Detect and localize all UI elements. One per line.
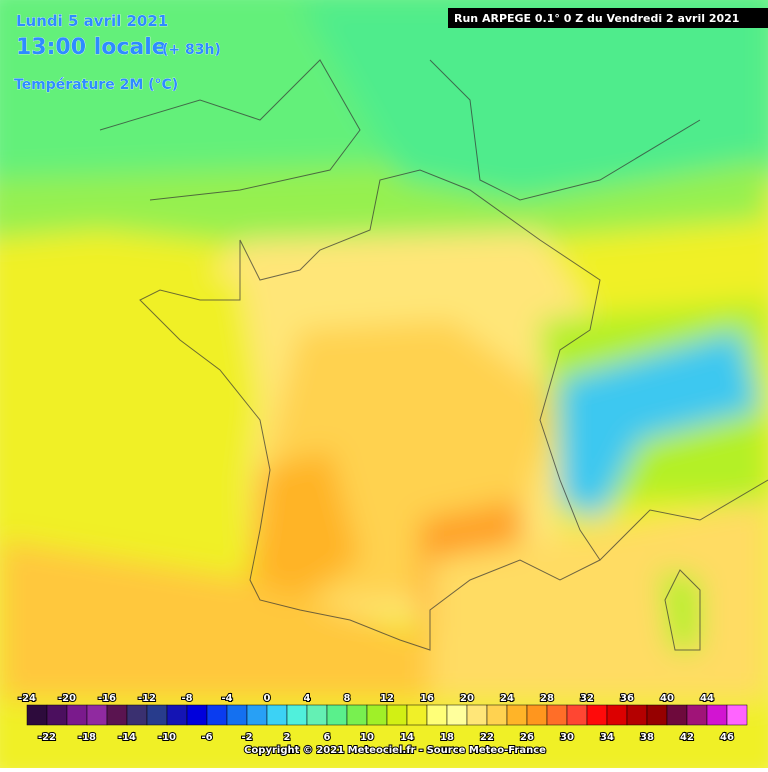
- legend-label: 28: [540, 693, 554, 704]
- legend-swatch: [706, 704, 728, 726]
- legend-label: 24: [500, 693, 514, 704]
- legend-swatch: [666, 704, 688, 726]
- legend-swatch: [446, 704, 468, 726]
- legend-swatch: [586, 704, 608, 726]
- legend-swatch: [606, 704, 628, 726]
- forecast-time: 13:00 locale: [16, 35, 167, 60]
- borders: [99, 59, 768, 651]
- copyright: Copyright © 2021 Meteociel.fr - Source M…: [244, 745, 546, 756]
- legend-swatch: [386, 704, 408, 726]
- legend-label: 4: [304, 693, 311, 704]
- legend-swatch: [486, 704, 508, 726]
- legend-label: 34: [600, 732, 614, 743]
- legend-label: 10: [360, 732, 374, 743]
- legend-swatch: [526, 704, 548, 726]
- legend-label: 30: [560, 732, 574, 743]
- legend-swatch: [626, 704, 648, 726]
- run-info: Run ARPEGE 0.1° 0 Z du Vendredi 2 avril …: [454, 12, 739, 25]
- legend-label: 20: [460, 693, 474, 704]
- legend-swatch: [686, 704, 708, 726]
- legend-label: -24: [18, 693, 36, 704]
- color-legend: -24 -20 -16 -12 -8 -4 0 4 8 12 16 20 24 28 32 36 40 44-22…: [17, 692, 748, 744]
- legend-swatch: [226, 704, 248, 726]
- legend-label: 46: [720, 732, 734, 743]
- legend-swatch: [266, 704, 288, 726]
- legend-label: 44: [700, 693, 714, 704]
- legend-swatch: [546, 704, 568, 726]
- legend-label: 40: [660, 693, 674, 704]
- legend-label: -20: [58, 693, 76, 704]
- legend-swatch: [286, 704, 308, 726]
- legend-swatch: [206, 704, 228, 726]
- legend-swatch: [466, 704, 488, 726]
- legend-label: -16: [98, 693, 116, 704]
- legend-swatch: [66, 704, 88, 726]
- legend-swatch: [26, 704, 48, 726]
- legend-swatch: [426, 704, 448, 726]
- legend-swatch: [306, 704, 328, 726]
- legend-swatch: [506, 704, 528, 726]
- legend-swatch: [246, 704, 268, 726]
- legend-swatch: [646, 704, 668, 726]
- legend-swatch: [166, 704, 188, 726]
- forecast-offset: (+ 83h): [162, 42, 221, 58]
- legend-swatch: [186, 704, 208, 726]
- legend-label: -22: [38, 732, 56, 743]
- forecast-date: Lundi 5 avril 2021: [16, 12, 168, 30]
- legend-swatch: [146, 704, 168, 726]
- legend-label: 42: [680, 732, 694, 743]
- legend-swatch: [726, 704, 748, 726]
- legend-swatch: [126, 704, 148, 726]
- legend-swatch: [406, 704, 428, 726]
- legend-label: 12: [380, 693, 394, 704]
- legend-label: 26: [520, 732, 534, 743]
- legend-label: -12: [138, 693, 156, 704]
- legend-swatch: [366, 704, 388, 726]
- legend-label: 16: [420, 693, 434, 704]
- legend-swatch: [86, 704, 108, 726]
- variable-title: Température 2M (°C): [14, 77, 178, 93]
- legend-label: 22: [480, 732, 494, 743]
- legend-label: -14: [118, 732, 136, 743]
- legend-swatch: [106, 704, 128, 726]
- legend-label: 32: [580, 693, 594, 704]
- legend-swatch: [346, 704, 368, 726]
- legend-label: -8: [181, 693, 192, 704]
- run-box: [448, 8, 768, 28]
- legend-swatch: [566, 704, 588, 726]
- legend-label: -4: [221, 693, 232, 704]
- legend-label: 8: [344, 693, 351, 704]
- legend-swatch: [46, 704, 68, 726]
- legend-label: 36: [620, 693, 634, 704]
- legend-label: -6: [201, 732, 212, 743]
- legend-label: 38: [640, 732, 654, 743]
- legend-label: 6: [324, 732, 331, 743]
- legend-label: 2: [284, 732, 291, 743]
- legend-label: 14: [400, 732, 414, 743]
- legend-label: -10: [158, 732, 176, 743]
- legend-label: 18: [440, 732, 454, 743]
- legend-label: 0: [264, 693, 271, 704]
- legend-label: -2: [241, 732, 252, 743]
- legend-label: -18: [78, 732, 96, 743]
- legend-swatch: [326, 704, 348, 726]
